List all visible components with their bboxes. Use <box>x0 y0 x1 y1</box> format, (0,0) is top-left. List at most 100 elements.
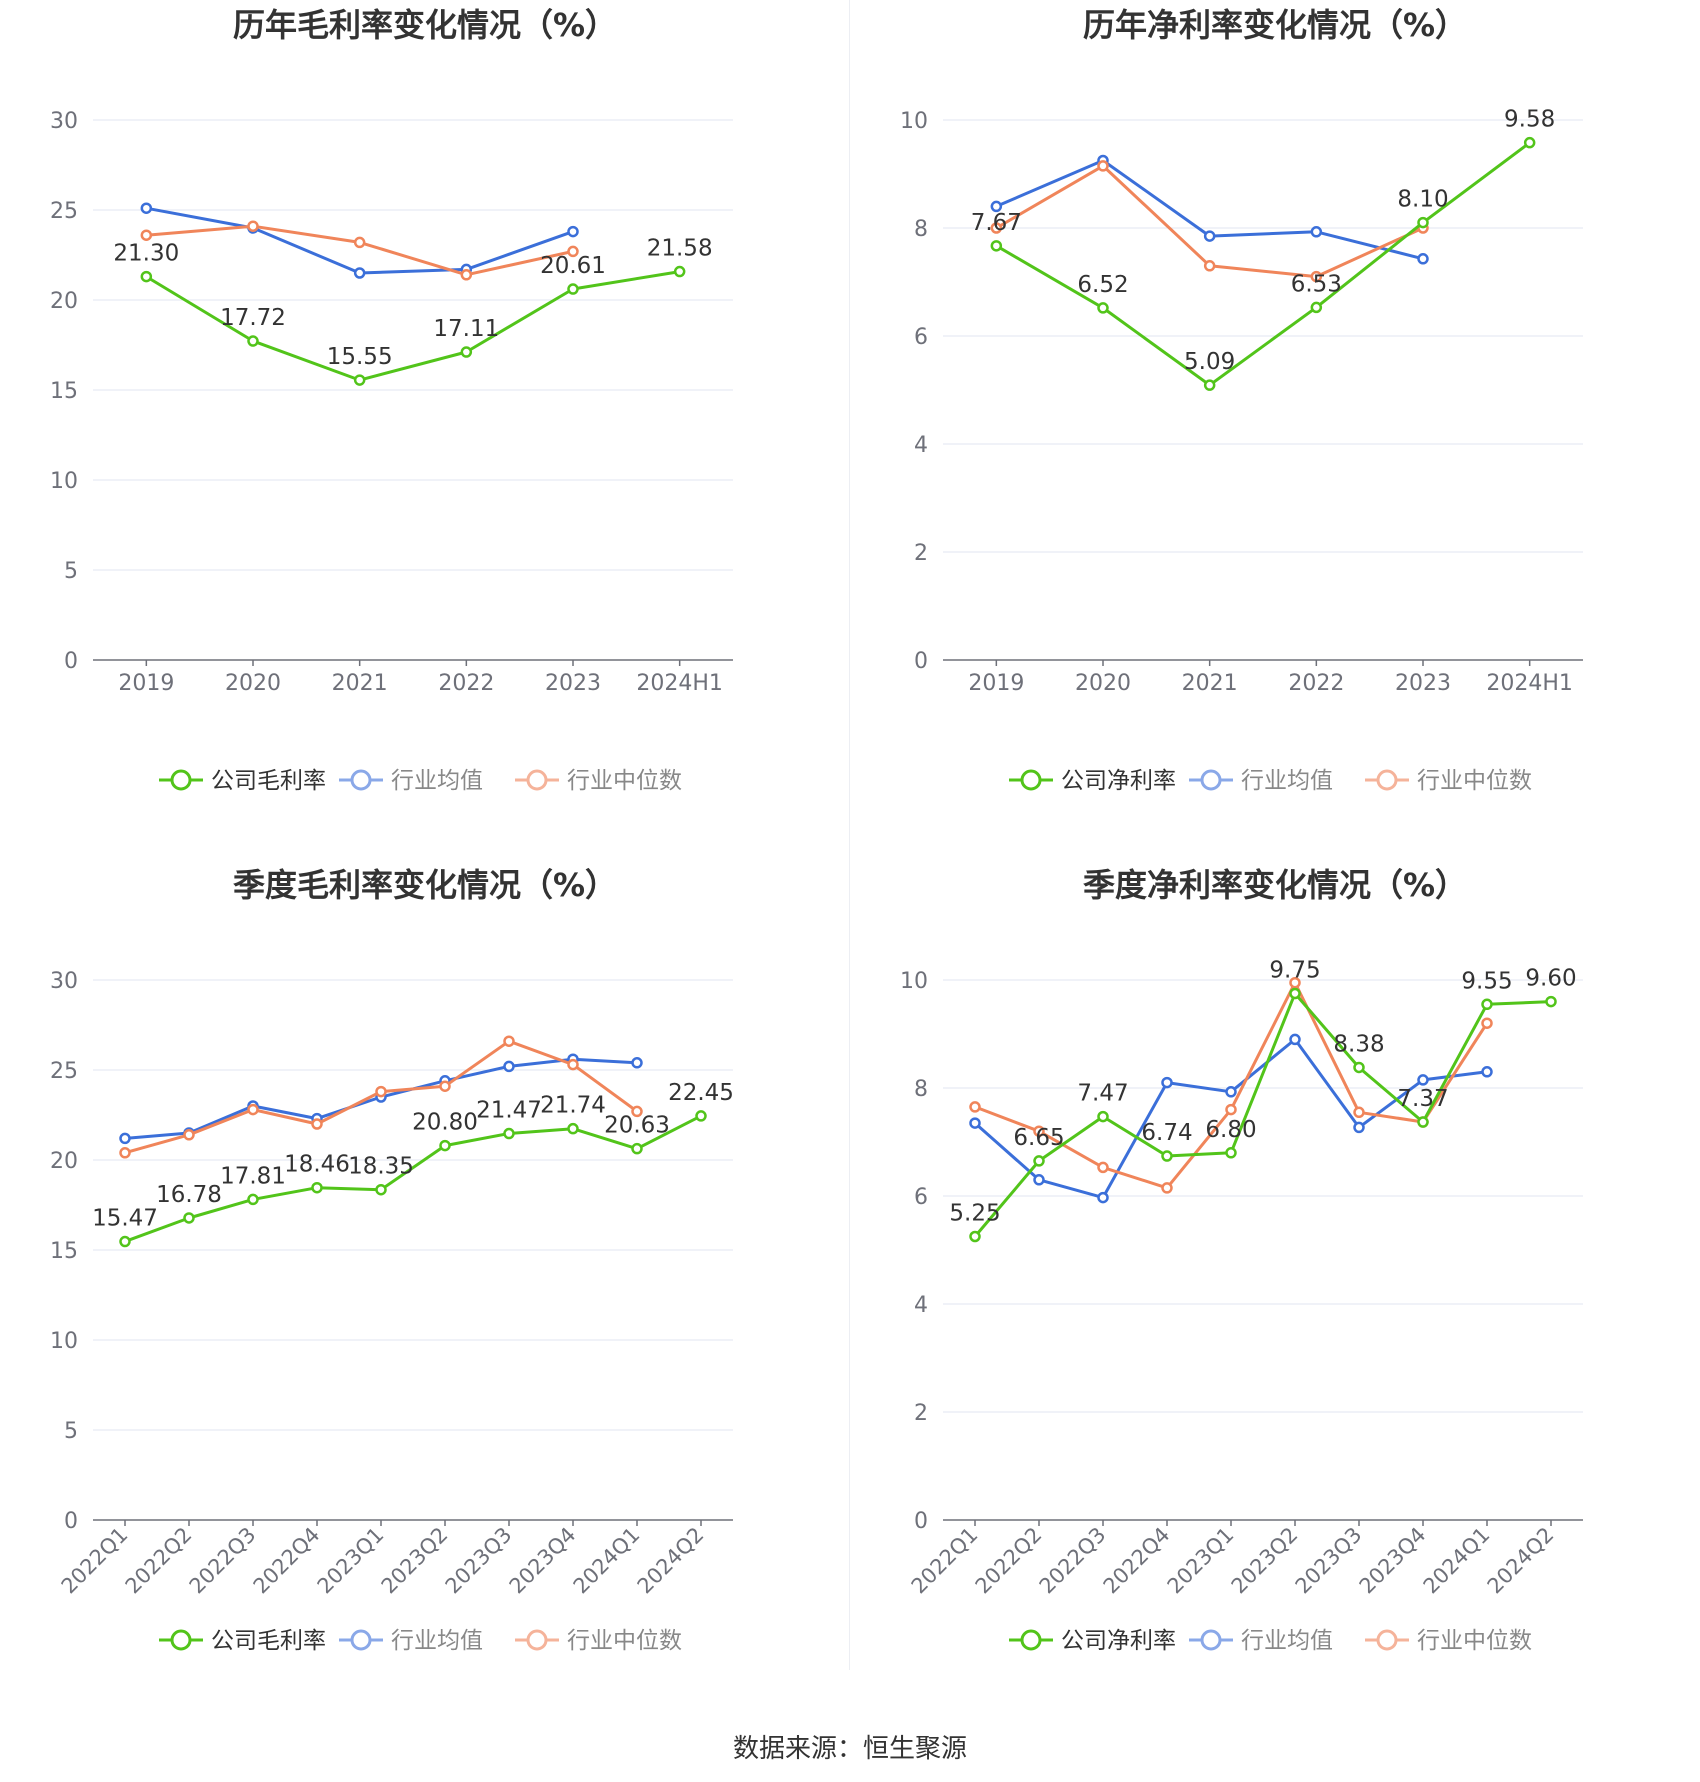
data-point <box>119 1235 131 1248</box>
data-point <box>311 1118 323 1130</box>
y-tick-label: 5 <box>64 1419 78 1444</box>
legend: 公司净利率 行业均值 行业中位数 <box>1009 768 1532 794</box>
chart-panel-annual-gross-margin: 历年毛利率变化情况（%） 0 5 10 15 20 25 30 2019 2020 2021 2022… <box>0 0 850 860</box>
x-tick-label: 2024Q1 <box>569 1523 645 1599</box>
data-label: 7.67 <box>971 210 1022 236</box>
data-point <box>247 220 259 232</box>
data-point <box>353 374 366 386</box>
y-tick-label: 25 <box>50 199 78 224</box>
data-point <box>567 1122 579 1135</box>
data-point <box>990 240 1003 252</box>
chart-panel-quarterly-net-margin: 季度净利率变化情况（%） 0 2 4 6 8 10 2022Q1 2022Q2 2022Q3 202… <box>850 860 1700 1720</box>
chart-title: 历年毛利率变化情况（%） <box>233 6 617 44</box>
data-point <box>969 1101 981 1113</box>
chart-panel-quarterly-gross-margin: 季度毛利率变化情况（%） 0 5 10 15 20 25 30 2022Q1 2022Q2 2022… <box>0 860 850 1720</box>
legend-label: 行业均值 <box>1241 768 1333 794</box>
y-tick-label: 4 <box>914 433 928 458</box>
x-tick-label: 2023 <box>545 671 601 696</box>
legend-item: 行业均值 <box>1189 768 1333 794</box>
data-point <box>1310 301 1323 314</box>
data-label: 6.52 <box>1077 272 1128 298</box>
y-tick-label: 2 <box>914 1401 928 1426</box>
legend: 公司净利率 行业均值 行业中位数 <box>1009 1628 1532 1654</box>
y-tick-label: 4 <box>914 1293 928 1318</box>
data-point <box>631 1057 643 1069</box>
legend-label: 行业中位数 <box>567 1628 682 1654</box>
data-label: 21.30 <box>113 241 179 267</box>
data-point <box>567 245 579 258</box>
data-point <box>631 1142 643 1155</box>
y-tick-label: 0 <box>64 1509 78 1534</box>
legend-label: 行业中位数 <box>1417 768 1532 794</box>
chart-svg: 历年净利率变化情况（%） 0 2 4 6 8 10 2019 2020 2021 2022 2023 2… <box>900 6 1583 794</box>
data-point <box>503 1127 515 1140</box>
series-line-0 <box>124 1114 702 1243</box>
series-line-0 <box>995 141 1531 387</box>
data-point <box>1481 1066 1493 1078</box>
data-point <box>1033 1155 1045 1167</box>
data-point <box>140 202 153 214</box>
data-label: 8.10 <box>1397 187 1448 213</box>
legend: 公司毛利率 行业均值 行业中位数 <box>159 1628 682 1654</box>
data-point <box>353 236 366 249</box>
data-label: 6.53 <box>1291 271 1342 297</box>
x-tick-label: 2022 <box>438 671 494 696</box>
y-tick-label: 5 <box>64 559 78 584</box>
data-label: 17.81 <box>220 1163 286 1189</box>
x-tick-label: 2022Q3 <box>185 1523 261 1599</box>
data-label: 20.80 <box>412 1110 478 1136</box>
x-tick-label: 2021 <box>1182 671 1238 696</box>
data-point <box>375 1183 387 1196</box>
data-point <box>1545 995 1557 1008</box>
legend-swatch-marker <box>350 1629 372 1651</box>
y-tick-label: 30 <box>50 109 78 134</box>
data-point <box>183 1129 195 1141</box>
data-point <box>353 267 366 279</box>
x-tick-label: 2023Q1 <box>313 1523 389 1599</box>
legend-label: 行业中位数 <box>1417 1628 1532 1654</box>
y-tick-label: 20 <box>50 1149 78 1174</box>
chart-title: 历年净利率变化情况（%） <box>1083 6 1467 44</box>
data-label: 6.65 <box>1013 1125 1064 1151</box>
x-tick-label: 2022 <box>1288 671 1344 696</box>
legend-label: 行业均值 <box>391 1628 483 1654</box>
data-point <box>567 283 579 295</box>
legend-item: 行业中位数 <box>1365 1628 1532 1654</box>
legend-label: 行业均值 <box>391 768 483 794</box>
x-tick-label: 2022Q4 <box>1099 1523 1175 1599</box>
data-point <box>119 1147 131 1159</box>
x-tick-label: 2023Q4 <box>1355 1523 1431 1599</box>
legend-label: 行业中位数 <box>567 768 682 794</box>
data-label: 16.78 <box>156 1182 222 1208</box>
legend-item: 行业中位数 <box>515 1628 682 1654</box>
data-point <box>1225 1147 1237 1159</box>
x-tick-label: 2019 <box>968 671 1024 696</box>
data-point <box>1310 226 1323 238</box>
data-label: 15.55 <box>327 344 393 370</box>
data-label: 7.37 <box>1397 1086 1448 1112</box>
data-label: 9.58 <box>1504 107 1555 133</box>
data-point <box>1097 302 1109 314</box>
chart-title: 季度毛利率变化情况（%） <box>233 866 617 904</box>
data-point <box>567 225 579 238</box>
data-label: 21.47 <box>476 1098 542 1124</box>
data-point <box>1097 1161 1109 1174</box>
y-tick-label: 8 <box>914 1077 928 1102</box>
data-label: 8.38 <box>1333 1031 1384 1057</box>
data-point <box>183 1212 195 1224</box>
data-label: 18.46 <box>284 1152 350 1178</box>
x-tick-label: 2023Q2 <box>377 1523 453 1599</box>
x-tick-label: 2021 <box>332 671 388 696</box>
y-tick-label: 2 <box>914 541 928 566</box>
x-tick-label: 2023Q2 <box>1227 1523 1303 1599</box>
data-point <box>1225 1086 1237 1098</box>
data-point <box>1097 1110 1109 1123</box>
legend-swatch-marker <box>350 769 372 791</box>
data-point <box>119 1132 131 1145</box>
legend-swatch-marker <box>1376 1629 1398 1651</box>
y-tick-label: 0 <box>64 649 78 674</box>
data-point <box>1353 1106 1365 1119</box>
y-tick-label: 10 <box>900 969 928 994</box>
data-label: 20.61 <box>540 253 606 279</box>
data-point <box>567 1058 579 1071</box>
